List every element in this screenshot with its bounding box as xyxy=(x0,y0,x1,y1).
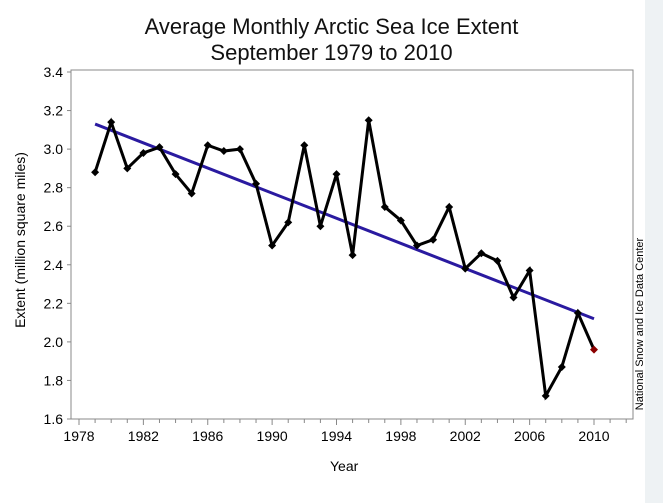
x-tick-label: 1994 xyxy=(321,428,352,444)
data-point xyxy=(252,179,261,188)
page-margin xyxy=(645,0,663,503)
x-tick-label: 1986 xyxy=(192,428,223,444)
data-point xyxy=(380,202,389,211)
data-point xyxy=(412,241,421,250)
x-tick-label: 2010 xyxy=(578,428,609,444)
x-tick-label: 2002 xyxy=(450,428,481,444)
y-tick-label: 1.6 xyxy=(44,411,64,427)
x-tick-label: 1982 xyxy=(128,428,159,444)
data-point xyxy=(235,145,244,154)
y-tick-label: 2.2 xyxy=(44,295,64,311)
data-line xyxy=(93,117,596,401)
data-point xyxy=(171,170,180,179)
data-point xyxy=(219,147,228,156)
data-point xyxy=(445,202,454,211)
y-tick-label: 1.8 xyxy=(44,372,64,388)
data-point xyxy=(461,264,470,273)
y-tick-label: 3.0 xyxy=(44,141,64,157)
data-point xyxy=(332,170,341,179)
data-point xyxy=(268,241,277,250)
x-tick-label: 1978 xyxy=(63,428,94,444)
data-point xyxy=(107,118,116,127)
data-point xyxy=(557,362,566,371)
y-tick-label: 3.2 xyxy=(44,103,64,119)
data-point xyxy=(348,251,357,260)
data-point xyxy=(525,266,534,275)
y-tick-label: 3.4 xyxy=(44,64,64,80)
x-tick-label: 2006 xyxy=(514,428,545,444)
data-point xyxy=(123,164,132,173)
y-tick-label: 2.0 xyxy=(44,334,64,350)
data-point xyxy=(541,391,550,400)
data-point xyxy=(316,222,325,231)
data-point xyxy=(493,256,502,265)
x-tick-label: 1990 xyxy=(257,428,288,444)
x-axis-label: Year xyxy=(330,458,359,474)
chart-subtitle: September 1979 to 2010 xyxy=(210,40,453,65)
x-tick-label: 1998 xyxy=(385,428,416,444)
data-point xyxy=(429,235,438,244)
data-point xyxy=(300,141,309,150)
data-point xyxy=(477,249,486,258)
y-tick-label: 2.8 xyxy=(44,180,64,196)
data-point xyxy=(573,308,582,317)
data-point xyxy=(590,345,598,354)
y-tick-label: 2.4 xyxy=(44,257,64,273)
data-point xyxy=(187,189,196,198)
y-tick-label: 2.6 xyxy=(44,218,64,234)
data-point xyxy=(155,143,164,152)
data-point xyxy=(364,116,373,125)
chart-title: Average Monthly Arctic Sea Ice Extent xyxy=(144,14,519,39)
data-point xyxy=(139,148,148,157)
data-point xyxy=(203,141,212,150)
data-point xyxy=(396,216,405,225)
data-point xyxy=(509,293,518,302)
data-point xyxy=(284,218,293,227)
data-point xyxy=(91,168,100,177)
